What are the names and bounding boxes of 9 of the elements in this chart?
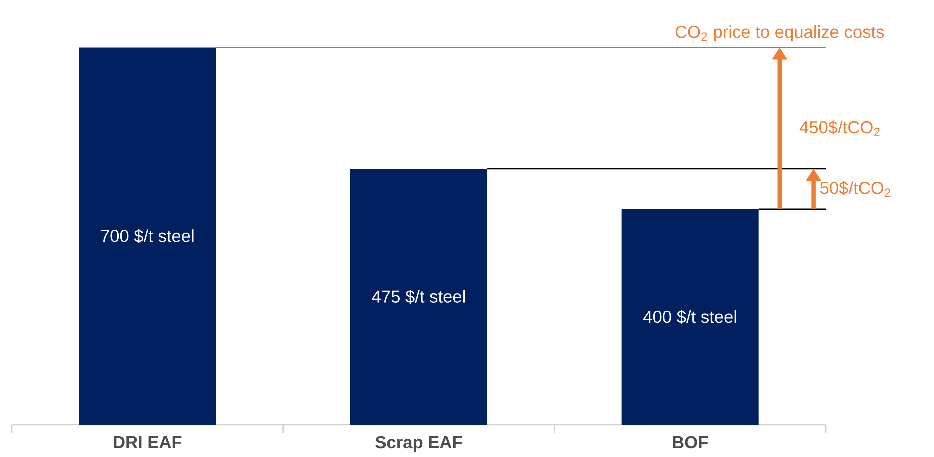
annotation: 50$/tCO$_{2}$ (820, 181, 891, 198)
data-label: 475 $/t steel (372, 290, 466, 304)
x-tick-label: BOF (673, 436, 708, 449)
data-label: 700 $/t steel (101, 229, 194, 244)
x-tick-label: Scrap EAF (376, 436, 462, 452)
data-label: 400 $/t steel (644, 310, 736, 324)
x-tick-label: DRI EAF (114, 436, 182, 448)
text: CO$_{2}$ price to equalize costs (676, 26, 884, 42)
annotation: 450$/tCO$_{2}$ (800, 120, 880, 136)
